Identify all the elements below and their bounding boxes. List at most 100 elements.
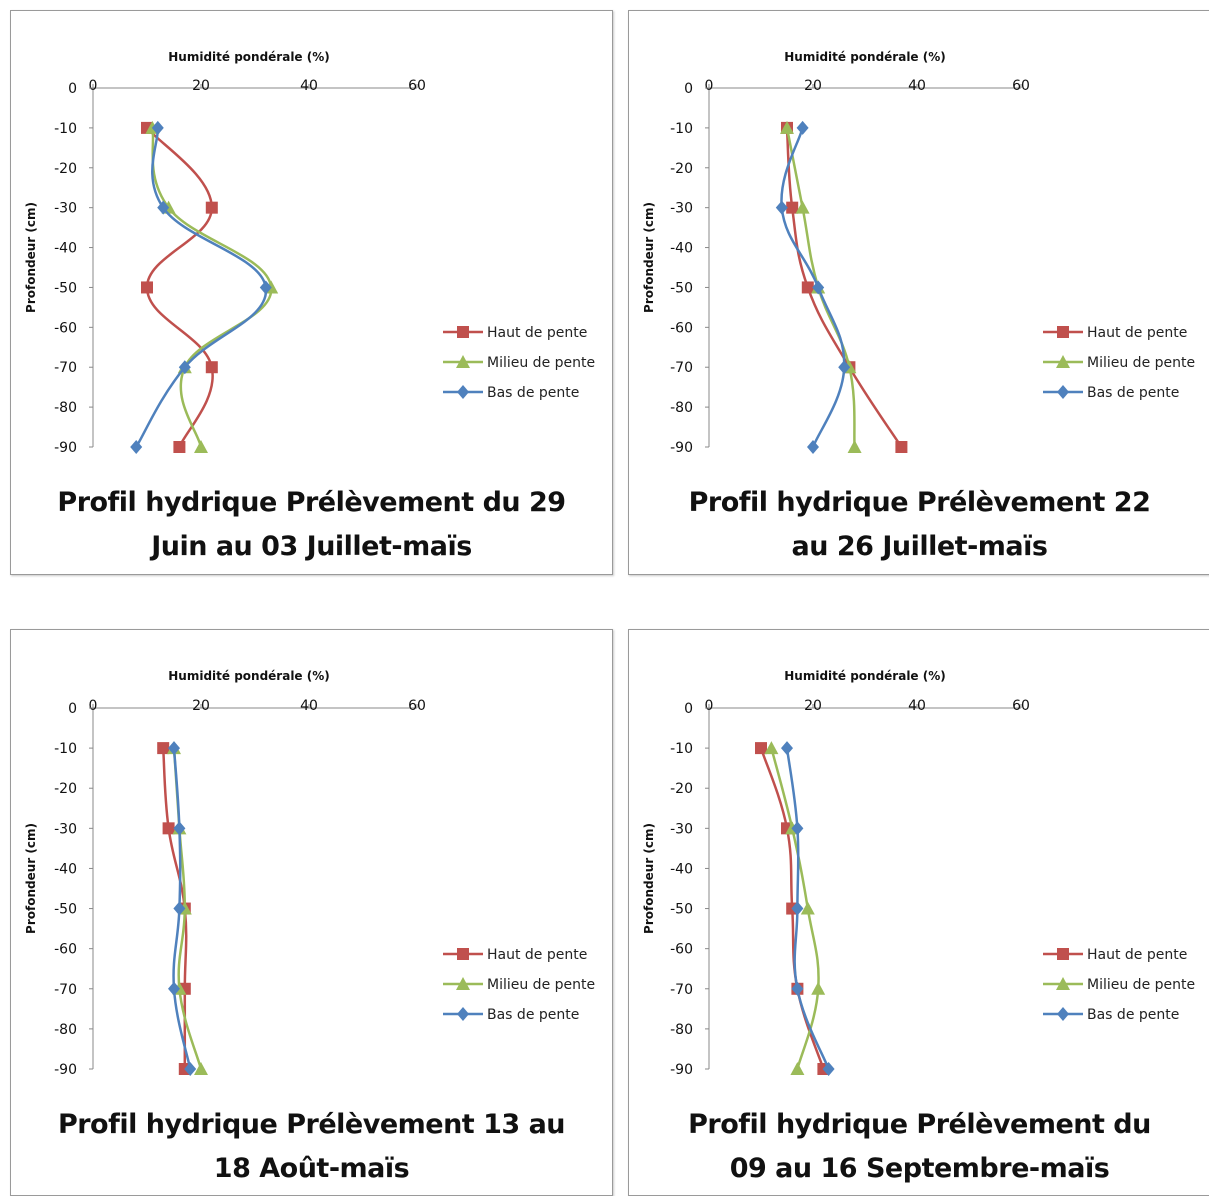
legend-item: Milieu de pente: [1043, 355, 1195, 371]
series-bas: [781, 741, 835, 1076]
y-tick-label: -10: [670, 741, 693, 757]
data-point: [764, 741, 779, 755]
chart-svg-2: Humidité pondérale (%) Profondeur (cm) 0 20…: [642, 50, 1195, 456]
legend-label: Haut de pente: [1087, 947, 1187, 963]
y-tick-label: -60: [670, 320, 693, 336]
y-tick-label: -20: [670, 161, 693, 177]
y-tick-label: -30: [670, 201, 693, 217]
data-point: [807, 440, 819, 454]
chart-panel-3: Humidité pondérale (%) Profondeur (cm) 0 20…: [10, 629, 613, 1196]
legend-item: Haut de pente: [443, 325, 587, 341]
y-tick-label: -60: [54, 942, 77, 958]
y-tick-label: -60: [54, 320, 77, 336]
x-tick-label: 40: [300, 78, 318, 94]
data-point: [801, 281, 814, 294]
x-axis-title: Humidité pondérale (%): [784, 50, 946, 64]
data-point: [822, 1062, 835, 1076]
legend-item: Bas de pente: [1043, 1007, 1179, 1023]
x-tick-label: 0: [89, 698, 98, 714]
data-point: [847, 440, 862, 453]
legend-label: Bas de pente: [1087, 385, 1179, 401]
y-tick-label: 0: [684, 701, 693, 717]
y-tick-label: -40: [670, 861, 693, 877]
series-bas: [168, 741, 197, 1076]
chart-svg-3: Humidité pondérale (%) Profondeur (cm) 0 20…: [24, 669, 595, 1078]
series-milieu: [764, 741, 826, 1075]
data-point: [194, 440, 208, 453]
legend-item: Haut de pente: [443, 947, 587, 963]
chart-panel-4: Humidité pondérale (%) Profondeur (cm) 0 20…: [628, 629, 1209, 1196]
data-point: [184, 1062, 197, 1076]
data-point: [790, 1062, 805, 1075]
legend-marker: [457, 385, 469, 399]
y-tick-label: -40: [54, 861, 77, 877]
chart-svg-4: Humidité pondérale (%) Profondeur (cm) 0 20…: [642, 669, 1195, 1078]
legend-item: Bas de pente: [443, 385, 579, 401]
data-point: [157, 200, 170, 215]
x-tick-label: 60: [408, 698, 426, 714]
y-tick-label: -50: [54, 280, 77, 296]
legend-marker: [1057, 326, 1069, 338]
legend-label: Bas de pente: [1087, 1007, 1179, 1023]
y-tick-label: -70: [670, 360, 693, 376]
y-tick-label: -50: [670, 280, 693, 296]
y-tick-label: -50: [670, 902, 693, 918]
data-point: [781, 741, 793, 756]
data-point: [173, 821, 186, 836]
x-tick-label: 40: [908, 78, 926, 94]
series-milieu: [167, 741, 208, 1075]
chart-svg-1: Humidité pondérale (%) Profondeur (cm) 0 20…: [24, 50, 595, 456]
y-tick-label: -40: [54, 241, 77, 257]
legend-label: Haut de pente: [487, 947, 587, 963]
legend-marker: [457, 948, 469, 960]
y-tick-label: -70: [54, 982, 77, 998]
y-tick-label: -90: [54, 440, 77, 456]
data-point: [791, 981, 804, 996]
data-point: [157, 742, 170, 755]
legend-label: Bas de pente: [487, 385, 579, 401]
data-point: [173, 901, 186, 916]
x-tick-label: 20: [804, 78, 822, 94]
y-tick-label: -70: [670, 982, 693, 998]
x-axis-title: Humidité pondérale (%): [168, 669, 330, 683]
data-point: [130, 440, 143, 454]
data-point: [178, 360, 191, 375]
chart-title-1: Profil hydrique Prélèvement du 29 Juin a…: [57, 487, 566, 562]
series-haut: [781, 121, 908, 453]
data-point: [168, 741, 180, 756]
x-tick-label: 60: [408, 78, 426, 94]
y-tick-label: -80: [54, 1022, 77, 1038]
x-tick-label: 40: [300, 698, 318, 714]
y-tick-label: -30: [54, 821, 77, 837]
chart-title-2: Profil hydrique Prélèvement 22 au 26 Jui…: [688, 487, 1151, 562]
legend-label: Milieu de pente: [1087, 355, 1195, 371]
series-milieu: [145, 120, 279, 453]
series-bas: [775, 120, 851, 454]
x-tick-label: 40: [908, 698, 926, 714]
data-point: [800, 901, 815, 915]
y-tick-label: 0: [684, 81, 693, 97]
legend-marker: [457, 1007, 469, 1021]
x-tick-label: 0: [89, 78, 98, 94]
y-tick-label: -90: [54, 1062, 77, 1078]
x-tick-label: 20: [192, 698, 210, 714]
legend-item: Milieu de pente: [443, 977, 595, 993]
data-point: [895, 441, 908, 453]
legend-marker: [1056, 355, 1070, 368]
legend-label: Milieu de pente: [487, 355, 595, 371]
y-tick-label: -10: [54, 741, 77, 757]
y-tick-label: -30: [670, 821, 693, 837]
data-point: [796, 120, 809, 135]
chart-panel-2: Humidité pondérale (%) Profondeur (cm) 0 20…: [628, 10, 1209, 575]
series-line: [151, 127, 273, 448]
y-tick-label: -10: [670, 121, 693, 137]
data-point: [755, 742, 767, 755]
data-point: [838, 360, 851, 375]
data-point: [811, 981, 826, 995]
data-point: [775, 200, 788, 215]
chart-panel-1: Humidité pondérale (%) Profondeur (cm) 0 20…: [10, 10, 613, 575]
y-tick-label: -60: [670, 942, 693, 958]
legend-marker: [1057, 1007, 1069, 1021]
y-tick-label: -50: [54, 902, 77, 918]
series-bas: [130, 120, 272, 454]
